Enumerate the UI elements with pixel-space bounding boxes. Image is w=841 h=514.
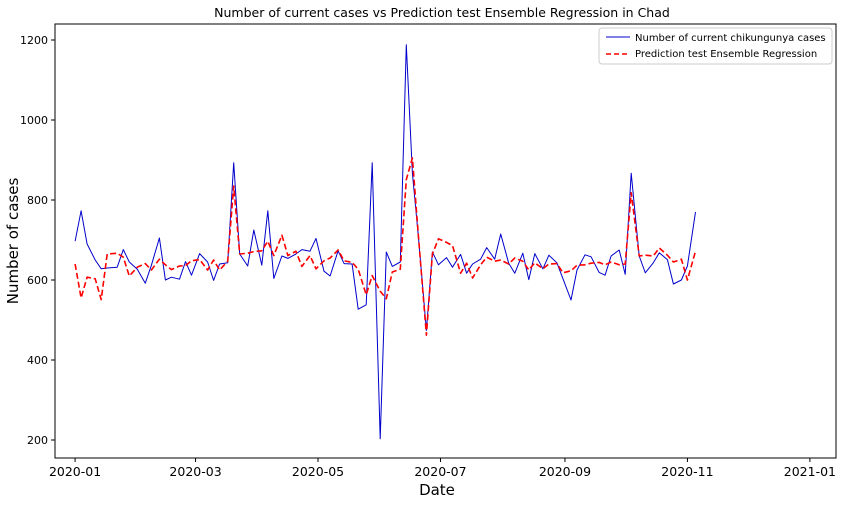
x-tick-label: 2020-01 (49, 464, 101, 479)
x-axis-label: Date (419, 481, 455, 499)
y-tick-label: 200 (27, 434, 48, 447)
x-tick-label: 2020-05 (292, 464, 344, 479)
y-axis-ticks: 200 400 600 800 1000 1200 (20, 34, 55, 447)
legend: Number of current chikungunya cases Pred… (598, 27, 833, 65)
series-layer (74, 44, 697, 440)
x-tick-label: 2020-11 (661, 464, 713, 479)
x-tick-label: 2020-03 (169, 464, 221, 479)
y-tick-label: 400 (27, 354, 48, 367)
y-tick-label: 1000 (20, 114, 48, 127)
plot-area (54, 23, 837, 459)
series-line-prediction (74, 157, 697, 336)
x-tick-label: 2020-07 (414, 464, 466, 479)
y-tick-label: 600 (27, 274, 48, 287)
legend-box (598, 27, 833, 65)
legend-label-prediction: Prediction test Ensemble Regression (635, 49, 817, 60)
x-tick-label: 2021-01 (784, 464, 836, 479)
y-tick-label: 1200 (20, 34, 48, 47)
x-axis-ticks: 2020-01 2020-03 2020-05 2020-07 2020-09 2020-… (49, 458, 836, 479)
series-line-actual (74, 44, 696, 440)
legend-label-actual: Number of current chikungunya cases (635, 33, 826, 44)
chart-title: Number of current cases vs Prediction te… (214, 5, 670, 20)
y-tick-label: 800 (27, 194, 48, 207)
y-axis-label: Number of cases (4, 178, 22, 305)
x-tick-label: 2020-09 (539, 464, 591, 479)
